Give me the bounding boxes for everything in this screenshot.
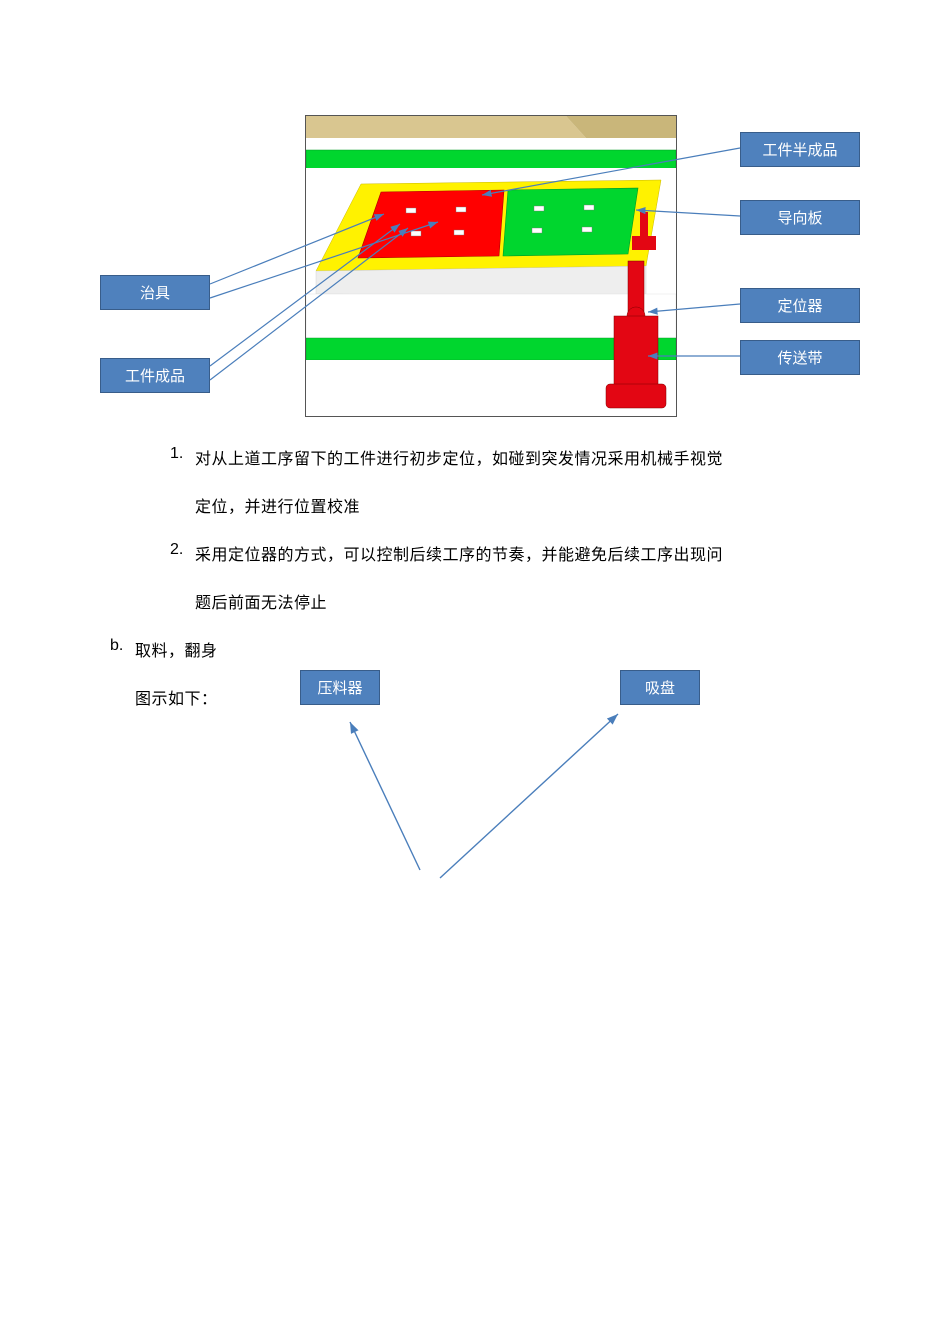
label-text: 治具 [140, 285, 170, 302]
list-number-1: 1. [170, 445, 183, 463]
label-locator: 定位器 [740, 288, 860, 323]
page-root: 工件半成品 导向板 定位器 传送带 治具 工件成品 1. 对从上道工序留下的工件… [0, 0, 950, 1344]
label-workpiece-finished: 工件成品 [100, 358, 210, 393]
text-item2-a: 采用定位器的方式，可以控制后续工序的节奏，并能避免后续工序出现问 [195, 541, 723, 565]
label-text: 定位器 [777, 298, 822, 315]
label-text: 传送带 [777, 350, 822, 367]
label-conveyor: 传送带 [740, 340, 860, 375]
diagram-1 [305, 115, 677, 417]
label-text: 吸盘 [645, 680, 675, 697]
label-text: 压料器 [317, 680, 362, 697]
label-presser: 压料器 [300, 670, 380, 705]
text-item2-b: 题后前面无法停止 [195, 589, 327, 613]
label-text: 工件半成品 [762, 142, 837, 159]
diagram-1-svg [306, 116, 676, 416]
label-fixture: 治具 [100, 275, 210, 310]
list-letter-b: b. [110, 637, 123, 655]
list-number-2: 2. [170, 541, 183, 559]
label-suction-cup: 吸盘 [620, 670, 700, 705]
text-fig-label: 图示如下： [135, 685, 218, 709]
text-item1-a: 对从上道工序留下的工件进行初步定位，如碰到突发情况采用机械手视觉 [195, 445, 723, 469]
text-item1-b: 定位，并进行位置校准 [195, 493, 360, 517]
text-sec-b: 取料，翻身 [135, 637, 218, 661]
label-guide-plate: 导向板 [740, 200, 860, 235]
label-text: 导向板 [777, 210, 822, 227]
label-text: 工件成品 [125, 368, 185, 385]
label-workpiece-semi: 工件半成品 [740, 132, 860, 167]
